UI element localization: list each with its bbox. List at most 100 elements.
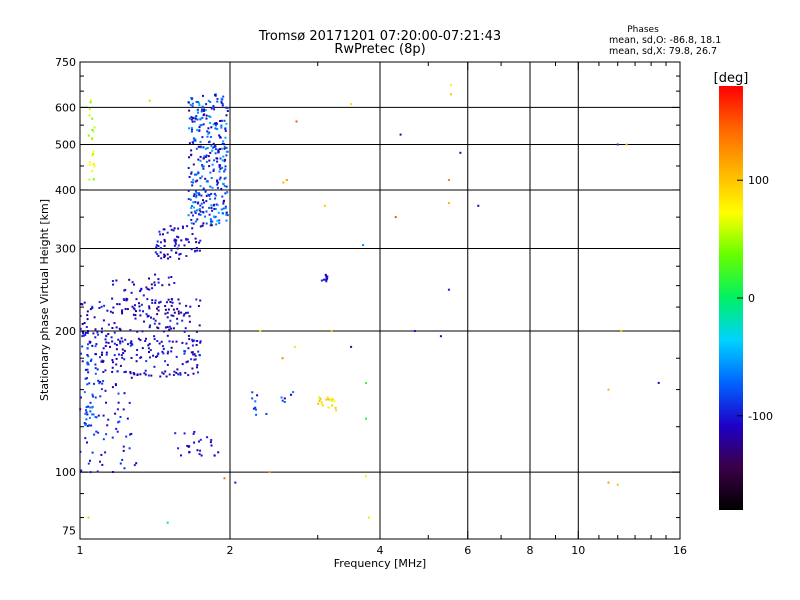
data-point <box>81 335 84 338</box>
data-point <box>118 327 121 330</box>
data-point <box>201 105 204 108</box>
data-point <box>116 303 119 306</box>
data-point <box>177 244 180 247</box>
data-point <box>115 357 118 360</box>
data-point <box>113 322 116 325</box>
data-point <box>90 358 93 361</box>
data-point <box>91 117 94 120</box>
data-point <box>189 305 192 308</box>
data-point <box>175 251 178 254</box>
data-point <box>86 368 89 371</box>
data-point <box>130 291 133 294</box>
data-point <box>198 354 201 356</box>
data-point <box>206 436 209 439</box>
data-point <box>94 372 97 375</box>
data-point <box>209 115 212 118</box>
data-point <box>225 146 228 149</box>
data-point <box>183 330 186 333</box>
data-point <box>190 118 193 121</box>
data-point <box>140 287 143 290</box>
data-point <box>439 335 442 338</box>
data-point <box>190 153 193 156</box>
data-point <box>94 363 97 366</box>
data-point <box>326 396 329 399</box>
data-point <box>181 363 184 366</box>
data-point <box>91 129 94 131</box>
data-point <box>99 460 101 463</box>
data-point <box>283 397 286 400</box>
data-point <box>223 477 226 480</box>
data-point <box>166 316 169 319</box>
data-point <box>213 203 216 206</box>
data-point <box>86 413 89 416</box>
data-point <box>202 114 205 117</box>
data-point <box>259 330 262 332</box>
data-point <box>135 298 138 301</box>
data-point <box>173 370 176 373</box>
x-tick-label: 2 <box>227 544 234 557</box>
data-point <box>127 343 129 346</box>
data-point <box>144 369 147 372</box>
data-point <box>101 382 104 385</box>
data-point <box>190 211 193 214</box>
data-point <box>221 212 224 215</box>
data-point <box>190 218 193 221</box>
data-point <box>88 424 91 427</box>
data-point <box>218 170 221 173</box>
x-axis-label: Frequency [MHz] <box>334 557 426 570</box>
data-point <box>205 156 207 158</box>
data-point <box>103 304 106 307</box>
data-point <box>194 237 197 240</box>
data-point <box>130 432 133 435</box>
data-point <box>224 205 227 208</box>
data-point <box>153 338 156 341</box>
phases-line-x: mean, sd,X: 79.8, 26.7 <box>609 46 717 57</box>
data-point <box>184 371 187 374</box>
data-point <box>210 144 213 147</box>
data-point <box>209 136 212 138</box>
data-point <box>204 109 207 112</box>
data-point <box>292 391 295 394</box>
data-point <box>182 227 184 229</box>
data-point <box>186 311 189 314</box>
data-point <box>129 329 132 331</box>
data-point <box>170 346 173 349</box>
data-point <box>185 238 188 241</box>
data-point <box>194 180 197 183</box>
data-point <box>80 352 82 355</box>
data-point <box>148 326 151 329</box>
data-point <box>205 210 208 213</box>
data-point <box>195 241 198 244</box>
data-point <box>111 297 114 300</box>
data-point <box>325 280 328 283</box>
data-point <box>203 201 205 204</box>
data-point <box>91 169 94 172</box>
data-point <box>81 323 84 325</box>
data-point <box>208 131 211 134</box>
data-point <box>323 204 326 207</box>
data-point <box>212 168 215 171</box>
data-point <box>166 231 169 234</box>
data-point <box>93 316 96 319</box>
data-point <box>84 377 87 380</box>
data-point <box>214 152 217 155</box>
data-point <box>89 410 92 413</box>
data-point <box>334 406 337 409</box>
data-point <box>183 313 186 316</box>
data-point <box>132 313 135 316</box>
data-point <box>102 414 105 417</box>
data-point <box>167 308 170 311</box>
data-point <box>320 402 323 405</box>
data-point <box>218 219 221 222</box>
data-point <box>187 374 190 377</box>
data-point <box>319 397 322 400</box>
data-point <box>166 301 168 304</box>
data-point <box>224 176 227 179</box>
data-point <box>143 320 145 323</box>
data-point <box>133 464 136 467</box>
data-point <box>219 164 222 167</box>
data-point <box>181 341 184 344</box>
data-point <box>119 340 121 343</box>
data-point <box>213 159 216 162</box>
data-point <box>91 344 94 347</box>
